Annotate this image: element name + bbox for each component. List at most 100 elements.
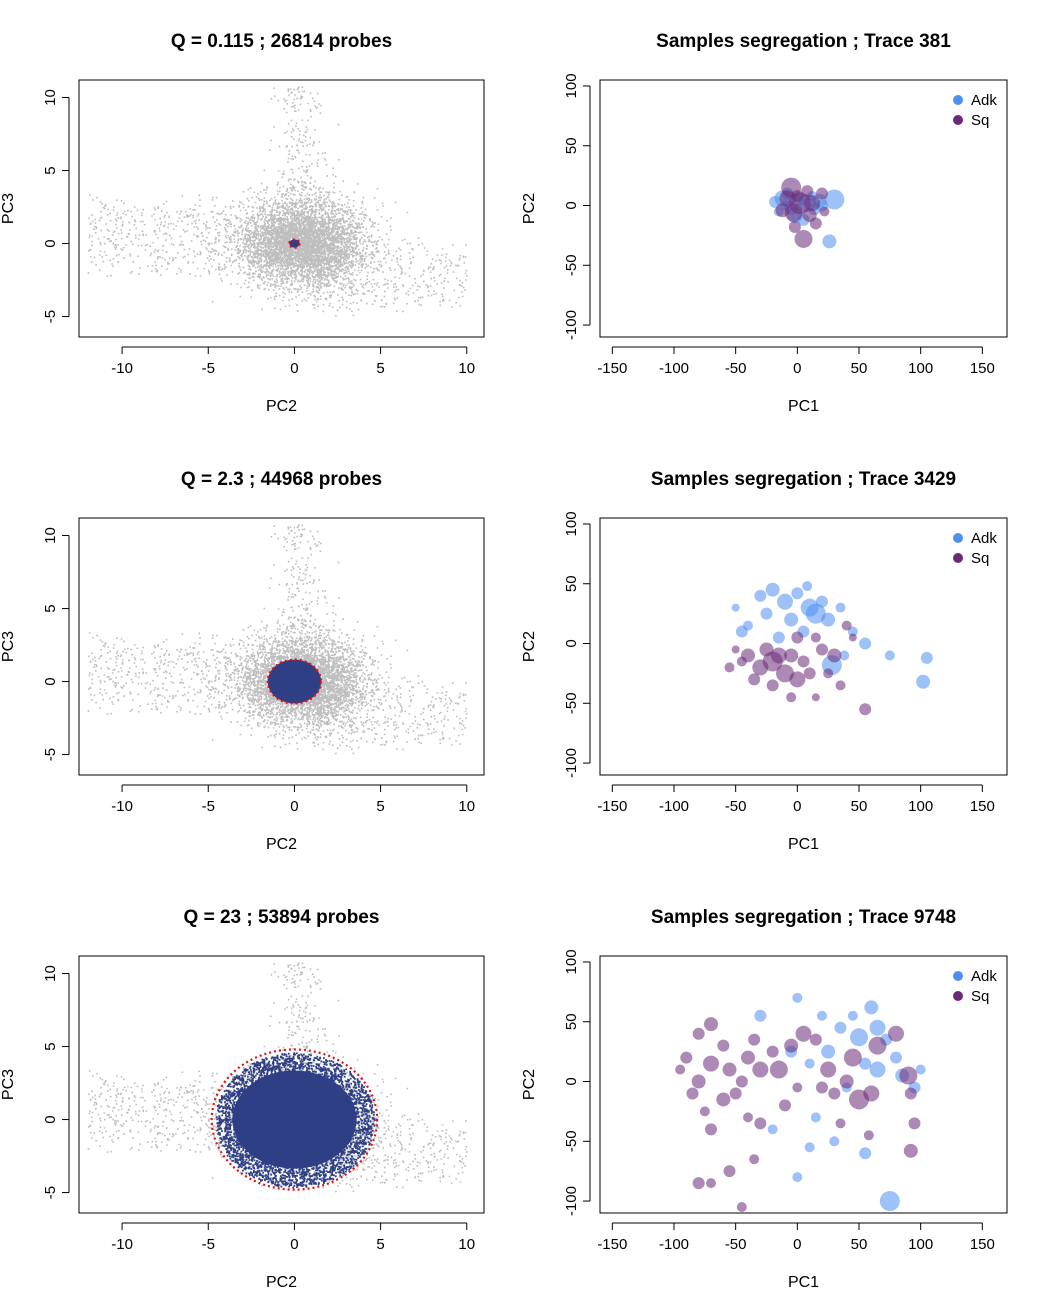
selected-probes [289, 239, 300, 248]
sample-point [848, 633, 857, 642]
selected-probes-core [232, 1070, 357, 1169]
y-tick-label: 0 [42, 239, 59, 247]
legend-marker-sq [953, 553, 963, 563]
chart-title: Q = 2.3 ; 44968 probes [181, 469, 382, 490]
x-tick-label: 150 [970, 360, 995, 377]
panel-left-3: Q = 23 ; 53894 probes -10 -5 0 5 10 PC2 -5 0 5 10 P… [0, 907, 485, 1291]
y-tick-label: -50 [563, 254, 580, 276]
sample-point [828, 1087, 841, 1100]
legend: Adk Sq [953, 968, 997, 1005]
x-tick-label: -5 [202, 798, 215, 815]
sample-point [788, 221, 801, 234]
selected-probes [267, 659, 322, 704]
legend-label: Adk [971, 92, 997, 109]
sample-point [916, 674, 931, 689]
sample-point [736, 656, 747, 667]
y-tick-label: 10 [42, 965, 59, 982]
sample-point [920, 651, 933, 664]
sample-point [847, 1010, 858, 1021]
sample-point [810, 1112, 821, 1123]
x-tick-label: 150 [970, 798, 995, 815]
x-tick-label: -10 [111, 1236, 133, 1253]
x-tick-label: -100 [659, 1236, 689, 1253]
y-tick-label: 0 [42, 677, 59, 685]
legend-label: Adk [971, 530, 997, 547]
sample-point [804, 195, 821, 212]
legend-marker-adk [953, 533, 963, 543]
sample-point [817, 1010, 827, 1021]
sample-point [839, 650, 850, 661]
x-tick-label: -150 [597, 1236, 627, 1253]
sample-point [792, 992, 803, 1003]
x-tick-label: 50 [851, 360, 868, 377]
sample-point [789, 671, 806, 688]
y-tick-label: -5 [42, 748, 59, 761]
panel-right-1: Samples segregation ; Trace 381 -150 -100 -… [521, 31, 1008, 415]
sample-point [705, 1123, 717, 1136]
x-tick-label: -50 [725, 360, 747, 377]
sample-point [884, 650, 895, 661]
data-marks [87, 86, 468, 317]
sample-point [777, 593, 793, 610]
sample-point [779, 190, 796, 207]
plot-frame [599, 955, 1008, 1214]
sample-point [821, 1044, 836, 1059]
series-sq [724, 620, 872, 716]
sample-point [821, 612, 836, 627]
sample-point [772, 631, 785, 644]
panel-right-3: Samples segregation ; Trace 9748 -150 -100… [521, 907, 1008, 1291]
probe-points [87, 86, 468, 317]
x-axis-label: PC2 [266, 836, 297, 853]
x-tick-label: -150 [597, 360, 627, 377]
sample-point [869, 1061, 886, 1078]
y-axis-label: PC3 [0, 193, 17, 224]
sample-point [816, 643, 828, 656]
y-tick-label: 50 [563, 1013, 580, 1030]
sample-point [822, 234, 837, 249]
sample-point [899, 1066, 918, 1085]
sample-point [706, 1178, 716, 1189]
x-axis-label: PC1 [788, 1274, 819, 1291]
y-axis-label: PC2 [521, 193, 538, 224]
sample-point [797, 655, 810, 668]
sample-point [743, 1112, 753, 1123]
plot-frame [78, 955, 485, 1214]
y-tick-label: 50 [563, 137, 580, 154]
y-tick-label: -100 [563, 1186, 580, 1216]
sample-point [804, 1142, 815, 1153]
panel-left-1: Q = 0.115 ; 26814 probes -10 -5 0 5 10 PC2 -5 0 5… [0, 31, 485, 415]
y-tick-label: -5 [42, 1186, 59, 1199]
sample-point [795, 1025, 812, 1042]
y-tick-label: 50 [563, 575, 580, 592]
sample-point [820, 1061, 837, 1078]
x-tick-label: 50 [851, 798, 868, 815]
panel-right-2: Samples segregation ; Trace 3429 -150 -100… [521, 469, 1008, 853]
data-marks [724, 581, 933, 716]
x-axis-label: PC1 [788, 398, 819, 415]
sample-point [839, 1074, 854, 1089]
legend-label: Sq [971, 550, 989, 567]
chart-title: Samples segregation ; Trace 3429 [651, 469, 956, 490]
legend: Adk Sq [953, 92, 997, 129]
x-tick-label: 0 [290, 798, 298, 815]
sample-point [816, 187, 828, 200]
series-sq [675, 1017, 921, 1213]
y-tick-label: 0 [42, 1115, 59, 1123]
x-tick-label: -50 [725, 798, 747, 815]
sample-point [760, 607, 773, 620]
plot-frame [78, 517, 485, 776]
plot-frame [599, 517, 1008, 776]
sample-point [904, 1087, 917, 1100]
x-tick-label: 150 [970, 1236, 995, 1253]
sample-point [754, 1009, 767, 1022]
x-tick-label: -10 [111, 360, 133, 377]
sample-point [770, 647, 787, 664]
sample-point [834, 1021, 847, 1034]
sample-point [791, 631, 804, 644]
sample-point [723, 1165, 736, 1178]
sample-point [754, 1117, 767, 1130]
x-tick-label: 0 [290, 1236, 298, 1253]
x-tick-label: -5 [202, 1236, 215, 1253]
sample-point [779, 1099, 791, 1112]
sample-point [741, 1050, 755, 1065]
